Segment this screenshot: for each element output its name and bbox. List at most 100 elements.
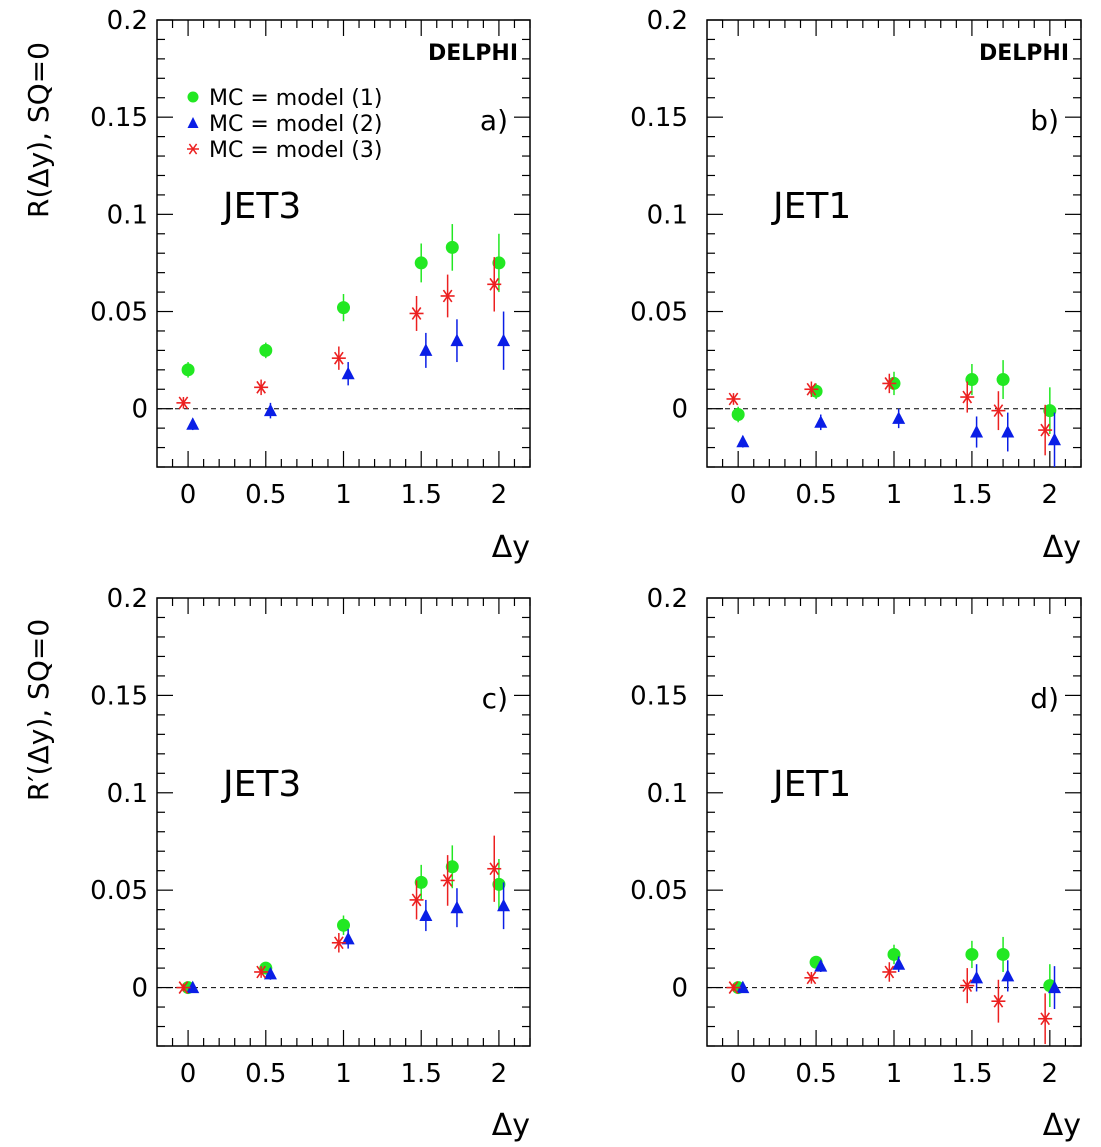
x-axis-label: Δy [492, 530, 530, 565]
y-tick-label: 0 [131, 974, 148, 1004]
data-point-asterisk [176, 981, 191, 994]
data-point-circle [445, 860, 459, 874]
data-point-asterisk [440, 874, 455, 887]
data-point-asterisk [331, 936, 346, 950]
y-tick-label: 0.1 [107, 779, 148, 809]
asterisk-stroke [256, 380, 266, 394]
data-point-asterisk [726, 981, 741, 994]
x-tick-label: 2 [1042, 1059, 1059, 1089]
series-model1 [181, 224, 506, 378]
jet-label: JET1 [771, 764, 851, 805]
legend: MC = model (1)MC = model (2)MC = model (… [187, 86, 382, 163]
y-tick-label: 0.05 [630, 876, 688, 906]
data-point-circle [414, 875, 428, 889]
x-tick-label: 0.5 [245, 1059, 286, 1089]
data-point-triangle [1048, 980, 1062, 994]
x-tick-label: 0 [180, 480, 197, 510]
data-point-asterisk [882, 965, 897, 979]
x-tick-label: 1 [886, 480, 903, 510]
data-point-circle [887, 947, 901, 961]
data-point-circle [445, 240, 459, 254]
panel-tag: d) [1030, 682, 1059, 715]
y-tick-label: 0.1 [647, 200, 688, 230]
series-model2 [186, 311, 511, 431]
asterisk-stroke [728, 981, 739, 994]
x-tick-label: 2 [1042, 480, 1059, 510]
asterisk-stroke [411, 893, 422, 907]
data-point-circle [492, 877, 506, 891]
data-point-asterisk [960, 979, 975, 993]
y-tick-label: 0.2 [647, 584, 688, 614]
data-point-asterisk [176, 396, 191, 410]
data-point-triangle [970, 970, 984, 984]
data-point-triangle [814, 959, 828, 972]
jet-label: JET1 [771, 186, 851, 227]
x-tick-label: 1.5 [951, 480, 992, 510]
y-tick-label: 0.05 [90, 298, 148, 328]
data-point-triangle [1001, 968, 1015, 982]
data-point-triangle [736, 980, 750, 994]
data-point-triangle [892, 957, 906, 970]
asterisk-stroke [489, 862, 500, 876]
data-point-asterisk [960, 390, 975, 404]
asterisk-stroke [962, 979, 973, 993]
legend-label: MC = model (1) [209, 86, 382, 111]
y-tick-label: 0.15 [90, 681, 148, 711]
data-point-circle [996, 373, 1010, 387]
data-point-triangle [341, 366, 355, 380]
panel-3: 0 0.05 0.1 0.15 0.2 0 0.5 1 1.5 2 Δy d) JET1 [630, 584, 1082, 1143]
data-point-asterisk [804, 382, 819, 396]
panel-tag: c) [482, 682, 508, 715]
data-point-triangle [263, 966, 277, 980]
legend-marker-triangle [187, 117, 199, 128]
asterisk-stroke [728, 392, 739, 406]
data-point-triangle [419, 343, 433, 356]
data-point-asterisk [726, 392, 741, 406]
data-point-circle [965, 947, 979, 961]
data-point-asterisk [1038, 1012, 1053, 1026]
series-model3 [176, 835, 502, 994]
asterisk-stroke [489, 277, 500, 291]
x-tick-label: 0.5 [795, 1059, 836, 1089]
data-point-circle [259, 343, 273, 357]
data-point-circle [996, 947, 1010, 961]
panel-2: 0 0.05 0.1 0.15 0.2 0 0.5 1 1.5 2 Δy c) JET3 [90, 584, 531, 1143]
asterisk-stroke [333, 936, 344, 950]
row-ylabel-top: R(Δy), SQ=0 [22, 42, 55, 218]
asterisk-stroke [806, 971, 817, 985]
x-tick-label: 1 [335, 1059, 352, 1089]
panels-group: 0 0.05 0.1 0.15 0.2 0 0.5 1 1.5 2 Δy DELPHI a) JET3 MC… [90, 6, 1082, 1143]
asterisk-stroke [178, 396, 189, 410]
asterisk-stroke [178, 981, 189, 994]
y-tick-label: 0 [671, 974, 688, 1004]
plot-frame [706, 597, 1082, 1047]
data-point-triangle [419, 908, 433, 921]
data-point-asterisk [991, 404, 1006, 418]
x-tick-label: 1.5 [401, 1059, 442, 1089]
x-tick-label: 1 [335, 480, 352, 510]
data-point-circle [731, 408, 745, 422]
asterisk-stroke [993, 404, 1004, 418]
y-tick-label: 0.15 [90, 103, 148, 133]
asterisk-stroke [884, 965, 895, 979]
data-point-circle [414, 256, 428, 270]
y-tick-label: 0.05 [630, 298, 688, 328]
y-tick-label: 0.2 [647, 6, 688, 36]
y-tick-label: 0.1 [647, 779, 688, 809]
jet-label: JET3 [221, 764, 301, 805]
data-point-asterisk [882, 377, 897, 390]
asterisk-stroke [333, 351, 344, 365]
panel-1: 0 0.05 0.1 0.15 0.2 0 0.5 1 1.5 2 Δy DELPHI b) JET1 [630, 6, 1082, 565]
x-axis-label: Δy [1043, 1108, 1081, 1143]
data-point-triangle [814, 415, 828, 428]
series-model2 [186, 882, 511, 994]
asterisk-stroke [993, 994, 1004, 1008]
data-point-triangle [970, 425, 984, 438]
y-tick-label: 0.05 [90, 876, 148, 906]
jet-label: JET3 [221, 186, 301, 227]
y-tick-label: 0 [131, 395, 148, 425]
data-point-asterisk [487, 862, 502, 876]
data-point-circle [492, 256, 506, 270]
legend-label: MC = model (3) [209, 138, 382, 163]
